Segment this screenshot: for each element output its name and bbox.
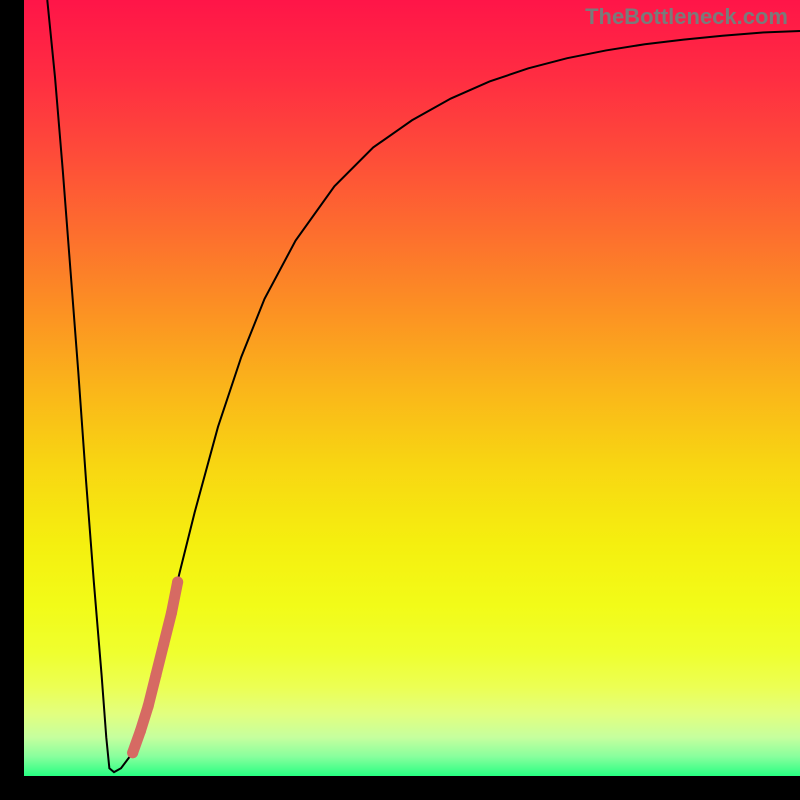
- highlight-dot: [135, 725, 146, 736]
- plot-background: [24, 0, 800, 776]
- highlight-dot: [150, 670, 161, 681]
- highlight-dot: [127, 747, 138, 758]
- watermark-text: TheBottleneck.com: [585, 4, 788, 30]
- highlight-dot: [143, 701, 154, 712]
- highlight-dot: [166, 608, 177, 619]
- bottleneck-chart: [0, 0, 800, 800]
- highlight-dot: [158, 639, 169, 650]
- highlight-dot: [172, 577, 183, 588]
